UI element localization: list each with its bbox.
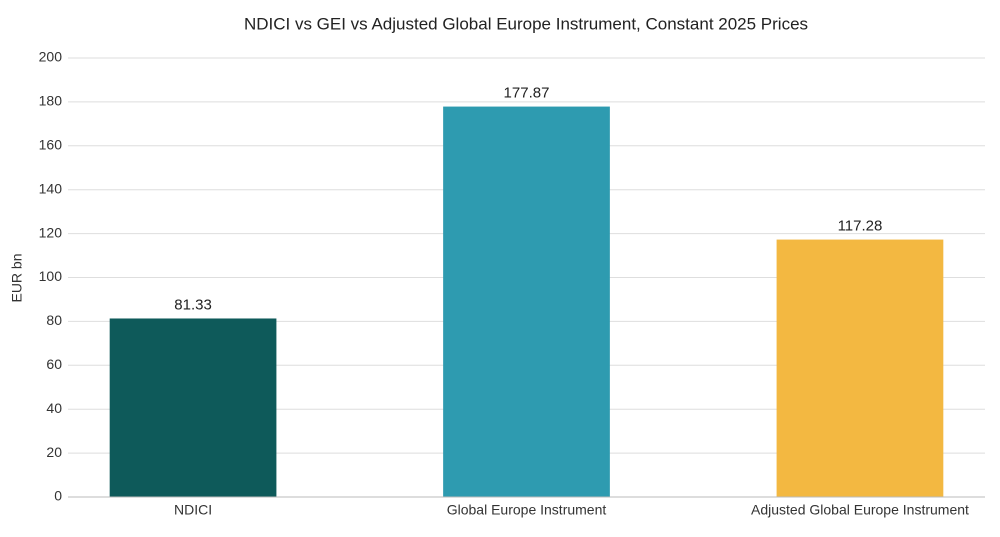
y-tick-label: 180 [39, 93, 63, 109]
x-tick-label: Adjusted Global Europe Instrument [751, 502, 969, 518]
y-tick-label: 40 [46, 400, 62, 416]
value-label: 117.28 [838, 218, 883, 235]
bar [443, 106, 610, 497]
bar [109, 318, 277, 497]
y-tick-label: 160 [39, 137, 63, 153]
y-tick-label: 100 [39, 268, 63, 284]
bar [776, 239, 944, 497]
x-tick-label: NDICI [174, 502, 212, 518]
y-tick-label: 80 [46, 312, 62, 328]
y-tick-label: 0 [54, 488, 62, 504]
y-tick-label: 140 [39, 180, 63, 196]
y-tick-label: 200 [39, 49, 63, 65]
y-tick-label: 20 [46, 444, 62, 460]
value-label: 81.33 [174, 296, 212, 313]
x-tick-label: Global Europe Instrument [447, 502, 607, 518]
chart-title: NDICI vs GEI vs Adjusted Global Europe I… [244, 14, 808, 33]
y-tick-label: 120 [39, 224, 63, 240]
y-tick-label: 60 [46, 356, 62, 372]
value-label: 177.87 [504, 85, 550, 102]
y-axis-label: EUR bn [9, 253, 25, 302]
